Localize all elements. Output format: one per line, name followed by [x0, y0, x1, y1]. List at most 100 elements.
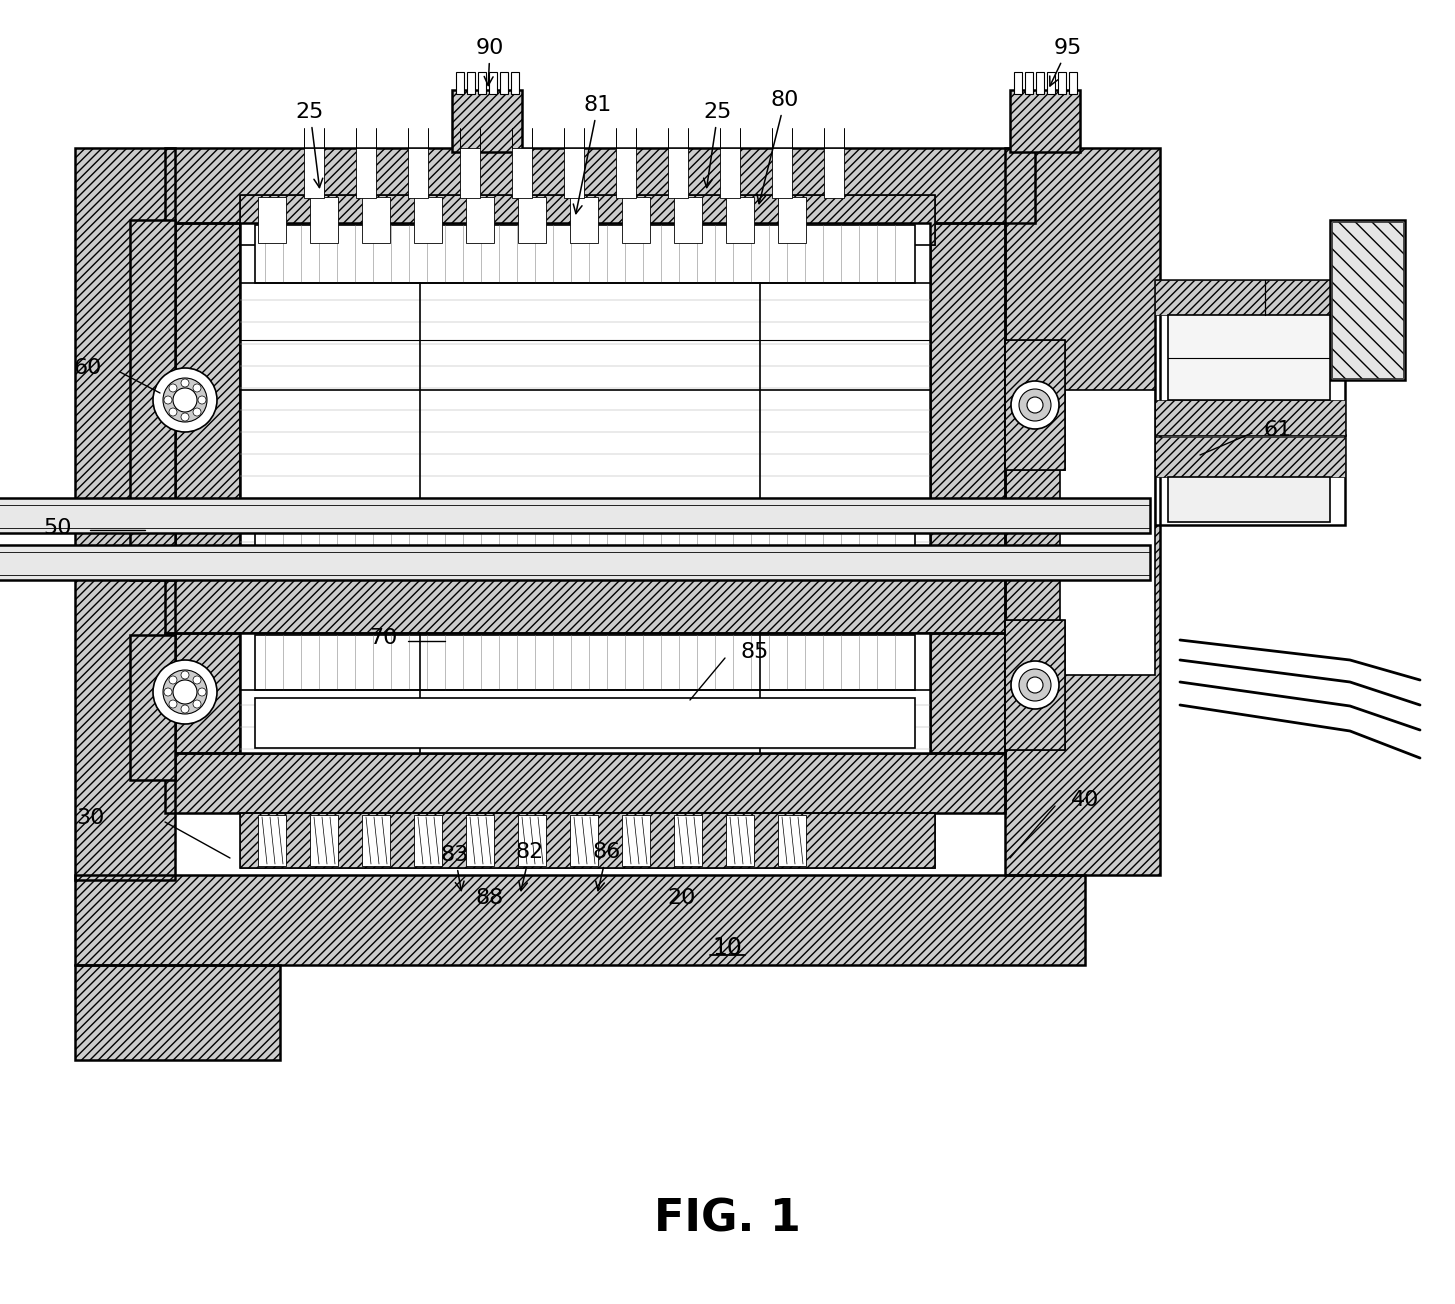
- Bar: [726, 815, 754, 866]
- Text: 50: 50: [44, 518, 73, 539]
- Text: 70: 70: [368, 629, 397, 648]
- Bar: [466, 815, 495, 866]
- Bar: [1069, 72, 1077, 94]
- Text: 80: 80: [757, 90, 799, 203]
- Bar: [240, 632, 930, 752]
- Text: 25: 25: [295, 102, 324, 188]
- Bar: [1005, 619, 1065, 750]
- Bar: [240, 196, 936, 245]
- Bar: [164, 147, 1035, 223]
- Bar: [0, 498, 1149, 533]
- Bar: [467, 72, 474, 94]
- Circle shape: [1011, 661, 1059, 709]
- Circle shape: [1027, 396, 1043, 413]
- Bar: [621, 815, 650, 866]
- Bar: [930, 632, 1005, 752]
- Bar: [824, 147, 844, 198]
- Bar: [164, 632, 240, 752]
- Bar: [570, 815, 598, 866]
- Bar: [1061, 390, 1155, 675]
- Bar: [258, 197, 287, 243]
- Circle shape: [1018, 669, 1051, 702]
- Bar: [1155, 280, 1344, 316]
- Text: 83: 83: [441, 845, 469, 891]
- Circle shape: [180, 672, 189, 679]
- Circle shape: [180, 379, 189, 387]
- Text: 95: 95: [1049, 38, 1083, 86]
- Bar: [466, 197, 495, 243]
- Text: 86: 86: [592, 842, 621, 891]
- Text: FIG. 1: FIG. 1: [655, 1198, 800, 1240]
- Bar: [518, 197, 546, 243]
- Bar: [453, 90, 522, 153]
- Bar: [76, 875, 1085, 965]
- Bar: [240, 812, 936, 868]
- Circle shape: [169, 700, 178, 708]
- Bar: [76, 965, 279, 1060]
- Text: 85: 85: [741, 642, 770, 662]
- Bar: [455, 72, 464, 94]
- Bar: [164, 572, 1005, 632]
- Bar: [1005, 147, 1160, 875]
- Bar: [240, 812, 936, 868]
- Bar: [164, 147, 1035, 223]
- Bar: [674, 197, 701, 243]
- Bar: [621, 197, 650, 243]
- Text: 88: 88: [476, 888, 503, 908]
- Circle shape: [169, 408, 178, 416]
- Bar: [518, 815, 546, 866]
- Text: 60: 60: [74, 359, 102, 378]
- Text: 81: 81: [573, 95, 613, 214]
- Bar: [1155, 437, 1344, 477]
- Circle shape: [169, 383, 178, 393]
- Bar: [726, 197, 754, 243]
- Bar: [1005, 147, 1160, 875]
- Bar: [615, 147, 636, 198]
- Bar: [1024, 72, 1033, 94]
- Bar: [164, 572, 1005, 632]
- Bar: [164, 632, 240, 752]
- Circle shape: [198, 396, 207, 404]
- Bar: [129, 220, 175, 580]
- Circle shape: [180, 705, 189, 713]
- Bar: [164, 752, 1005, 812]
- Bar: [1168, 477, 1330, 522]
- Bar: [255, 635, 915, 690]
- Bar: [674, 815, 701, 866]
- Bar: [362, 197, 390, 243]
- Bar: [668, 147, 688, 198]
- Circle shape: [1011, 381, 1059, 429]
- Circle shape: [164, 396, 172, 404]
- Bar: [255, 698, 915, 748]
- Circle shape: [194, 408, 201, 416]
- Bar: [930, 223, 1005, 572]
- Bar: [1058, 72, 1067, 94]
- Bar: [255, 226, 915, 283]
- Circle shape: [163, 670, 207, 715]
- Bar: [415, 197, 442, 243]
- Bar: [773, 147, 792, 198]
- Text: 20: 20: [668, 888, 695, 908]
- Bar: [1155, 280, 1344, 436]
- Text: 40: 40: [1071, 790, 1099, 810]
- Bar: [778, 197, 806, 243]
- Circle shape: [194, 675, 201, 685]
- Bar: [304, 147, 324, 198]
- Bar: [164, 752, 1005, 812]
- Bar: [501, 72, 508, 94]
- Bar: [720, 147, 741, 198]
- Circle shape: [153, 660, 217, 724]
- Bar: [511, 72, 519, 94]
- Bar: [240, 196, 936, 245]
- Bar: [565, 147, 583, 198]
- Text: 90: 90: [476, 38, 505, 86]
- Bar: [1036, 72, 1045, 94]
- Bar: [1010, 90, 1080, 153]
- Bar: [1014, 72, 1021, 94]
- Bar: [407, 147, 428, 198]
- Text: 61: 61: [1264, 420, 1292, 439]
- Bar: [240, 223, 930, 572]
- Bar: [76, 147, 175, 880]
- Bar: [1155, 400, 1344, 436]
- Bar: [415, 815, 442, 866]
